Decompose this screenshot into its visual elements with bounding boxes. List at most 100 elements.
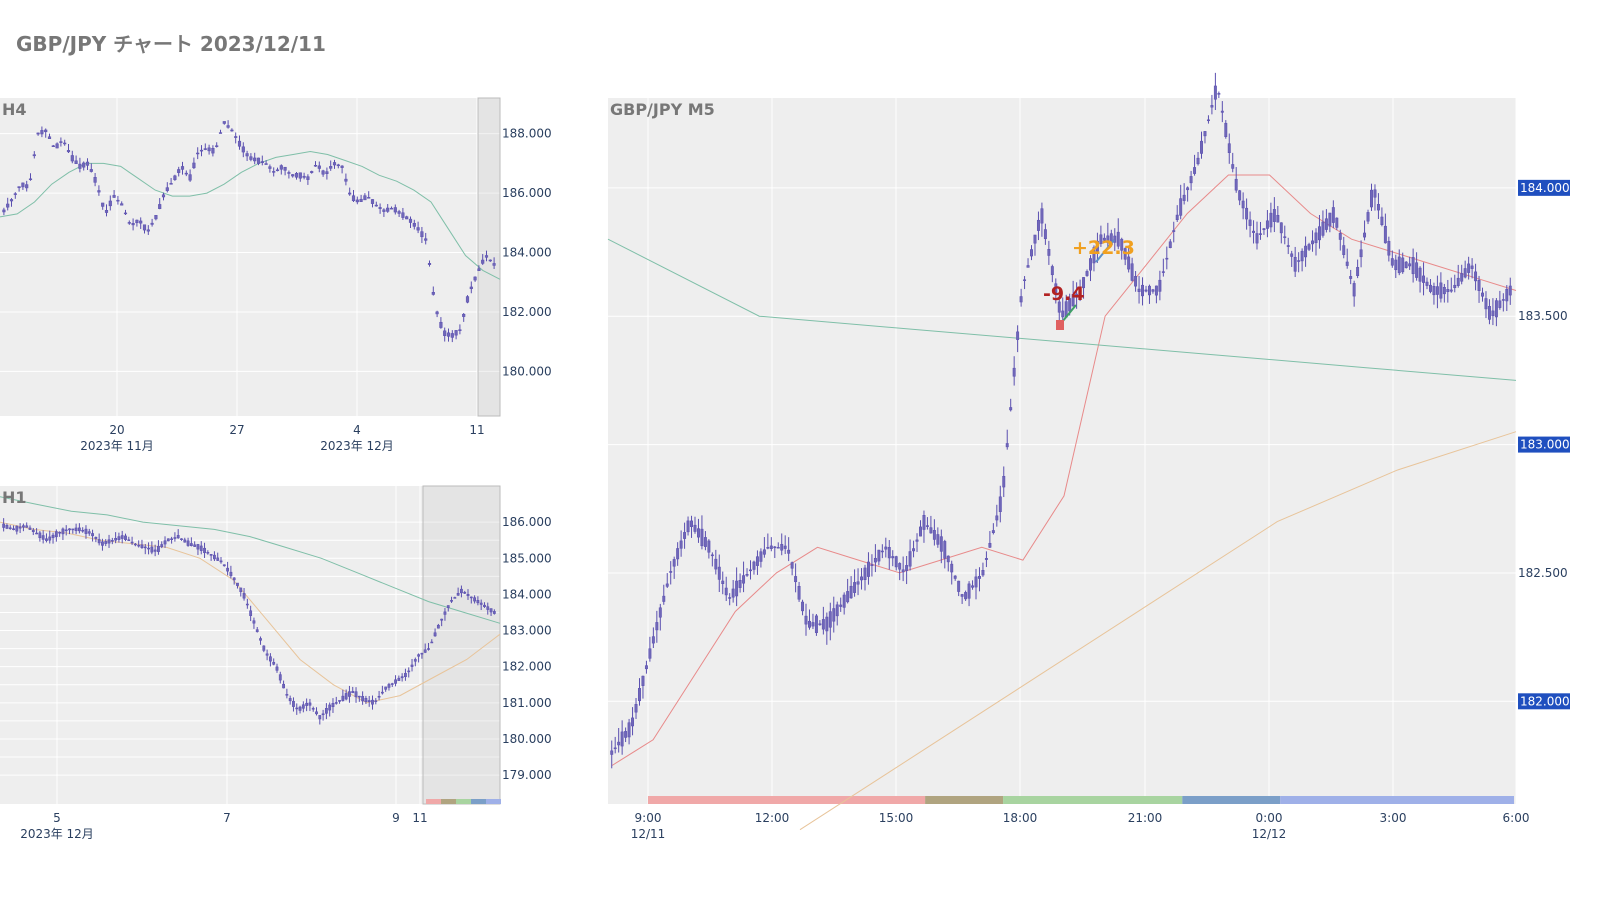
candle <box>1345 261 1349 266</box>
candle <box>454 330 458 336</box>
candle <box>408 218 413 223</box>
candle <box>1057 301 1061 313</box>
candle <box>1026 265 1030 268</box>
candle <box>1338 233 1342 240</box>
candle <box>207 147 211 152</box>
candle <box>94 536 98 539</box>
candle <box>984 558 988 560</box>
candle <box>658 607 662 618</box>
candle <box>738 579 742 588</box>
candle <box>6 203 10 208</box>
candle <box>9 199 14 202</box>
candle <box>272 171 276 173</box>
candle <box>686 520 690 533</box>
candle <box>1283 236 1287 238</box>
candle <box>203 547 206 554</box>
candle <box>710 554 714 557</box>
candle <box>93 177 97 183</box>
candle <box>697 528 700 538</box>
candle <box>617 741 621 746</box>
candle <box>863 567 867 580</box>
candle <box>412 222 416 227</box>
candle <box>374 700 378 702</box>
candle <box>108 200 112 207</box>
candle <box>389 207 394 210</box>
candle <box>1248 219 1252 226</box>
candle <box>1227 143 1231 153</box>
panel-title: H4 <box>2 100 27 119</box>
candle <box>359 198 363 202</box>
candle <box>413 659 417 662</box>
x-tick-sublabel: 2023年 12月 <box>320 439 394 453</box>
candle <box>634 704 638 713</box>
candle <box>160 544 164 548</box>
candle <box>318 715 322 720</box>
candle <box>401 212 405 218</box>
candle <box>489 608 493 613</box>
candle <box>199 545 203 551</box>
candle <box>638 688 641 702</box>
candle <box>184 172 188 175</box>
trade-annotation: +22.3 <box>1072 237 1135 259</box>
candle <box>1179 198 1183 216</box>
candle <box>991 530 995 534</box>
candle <box>1505 288 1509 302</box>
candle <box>236 582 239 586</box>
candle <box>1206 119 1210 122</box>
candle <box>180 166 185 170</box>
candle <box>981 570 985 576</box>
candle <box>905 565 909 571</box>
chart-h1: H1 5 2023年 12月 7 9 11 186.000 185.000 184.000 183… <box>0 485 552 841</box>
candle <box>120 535 124 539</box>
candle <box>55 143 59 149</box>
candle <box>690 520 693 527</box>
candle <box>292 700 295 707</box>
candle <box>1373 189 1377 198</box>
candle <box>1019 296 1023 303</box>
plot-area <box>0 486 500 804</box>
candle <box>70 155 74 162</box>
candle <box>469 596 473 599</box>
candle <box>390 683 394 685</box>
candle <box>1172 230 1176 232</box>
trade-annotation: -9.4 <box>1043 283 1085 305</box>
candle <box>306 176 310 180</box>
candle <box>1262 228 1266 231</box>
candle <box>1196 157 1200 165</box>
candle <box>84 528 88 534</box>
candle <box>1487 306 1491 320</box>
candle <box>873 557 877 563</box>
candle <box>724 587 728 596</box>
candle <box>249 610 253 616</box>
candle <box>196 152 200 155</box>
candle <box>1481 292 1484 297</box>
candle <box>624 731 628 738</box>
candle <box>51 534 55 538</box>
x-tick-label: 21:00 <box>1128 811 1163 825</box>
candle <box>209 554 213 556</box>
candle <box>137 544 141 547</box>
candle <box>1456 277 1460 286</box>
candle <box>28 527 32 530</box>
candle <box>321 713 325 716</box>
candle <box>832 608 836 622</box>
y-tick-label: 182.000 <box>502 660 552 674</box>
candle <box>216 557 220 561</box>
candle <box>234 136 238 138</box>
candle <box>420 652 424 655</box>
x-tick-label: 7 <box>223 811 231 825</box>
candle <box>1099 234 1103 244</box>
candle <box>61 528 65 535</box>
candle <box>998 496 1002 512</box>
candle <box>1241 200 1245 209</box>
candle <box>341 695 345 702</box>
candle <box>714 558 718 570</box>
x-tick-sublabel: 12/12 <box>1252 827 1287 841</box>
candle <box>32 154 36 157</box>
candle <box>901 569 905 573</box>
candle <box>338 700 341 702</box>
y-tick-label: 185.000 <box>502 551 552 565</box>
candle <box>407 670 411 673</box>
candle <box>104 209 109 213</box>
moving-average-line <box>607 238 1517 381</box>
